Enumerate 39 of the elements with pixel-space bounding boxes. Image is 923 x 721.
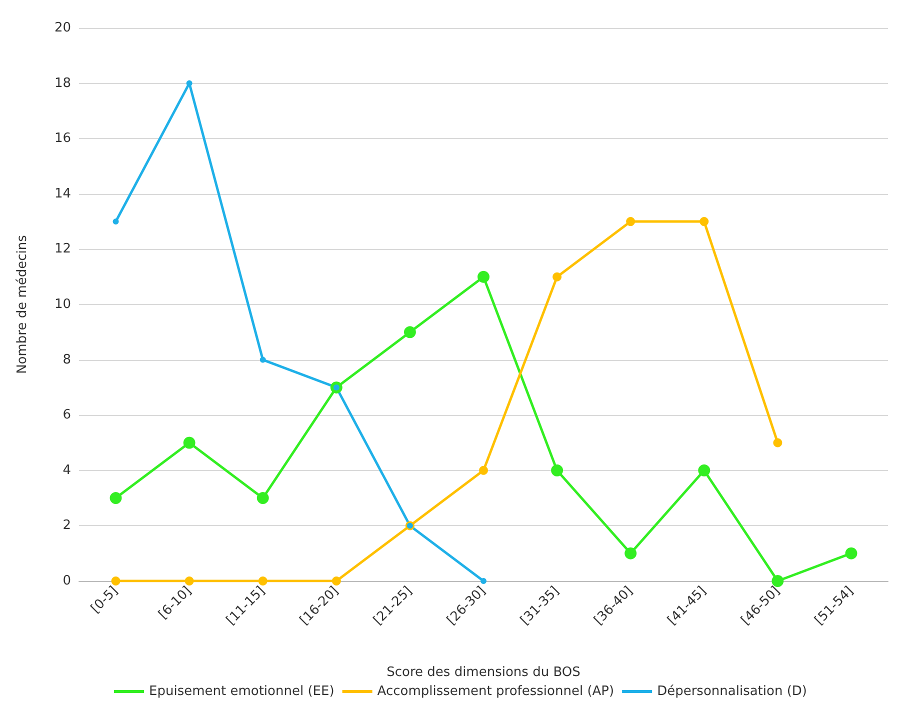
point (698, 464, 710, 476)
point (404, 326, 416, 338)
y-tick-label: 0 (62, 574, 71, 588)
point (478, 270, 490, 283)
point (332, 576, 341, 586)
legend-label: Dépersonnalisation (D) (657, 684, 808, 699)
y-tick-label: 2 (62, 518, 71, 534)
point (772, 575, 784, 587)
y-tick-label: 20 (54, 20, 71, 36)
point (186, 80, 192, 86)
point (626, 217, 636, 226)
point (110, 492, 122, 504)
y-tick-label: 4 (62, 462, 71, 478)
legend-label: Epuisement emotionnel (EE) (149, 684, 334, 699)
point (256, 492, 269, 504)
y-axis-title: Nombre de médecins (15, 234, 30, 374)
y-tick-label: 16 (54, 131, 71, 146)
point (260, 356, 266, 363)
point (551, 464, 564, 476)
point (112, 218, 119, 225)
point (258, 576, 268, 586)
point (700, 217, 709, 226)
y-tick-label: 12 (54, 242, 71, 257)
point (479, 466, 488, 475)
y-tick-label: 8 (62, 352, 71, 368)
point (184, 576, 194, 586)
point (183, 436, 196, 449)
legend-label: Accomplissement professionnel (AP) (377, 684, 614, 699)
x-axis-title: Score des dimensions du BOS (386, 665, 580, 680)
point (480, 578, 486, 584)
point (552, 272, 562, 282)
point (624, 547, 637, 560)
point (111, 576, 120, 586)
point (773, 438, 782, 448)
y-tick-label: 18 (54, 76, 71, 91)
point (845, 547, 858, 560)
y-tick-label: 10 (54, 297, 71, 312)
y-tick-label: 6 (62, 408, 71, 423)
y-tick-label: 14 (54, 186, 71, 202)
